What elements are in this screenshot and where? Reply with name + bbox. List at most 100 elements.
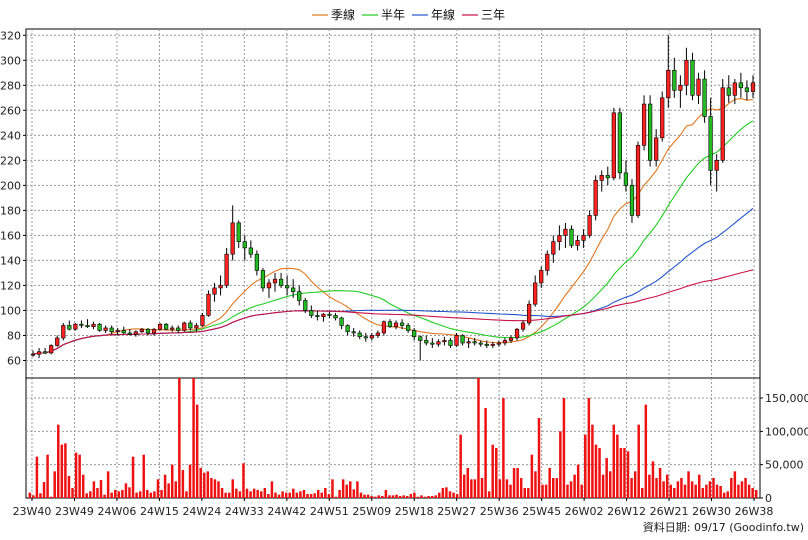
volume-axis: 0 50,000 100,000 150,000 [760, 392, 808, 505]
volume-bar [744, 478, 747, 498]
volume-bar [377, 495, 381, 498]
volume-bar [252, 488, 256, 498]
candle-up [557, 235, 562, 242]
candle-down [145, 328, 151, 334]
volume-bar [580, 484, 583, 498]
candle-down [399, 322, 405, 326]
candle-up [157, 323, 163, 330]
volume-bar [103, 494, 106, 498]
price-tick-label: 140 [0, 254, 21, 267]
x-tick-label: 23W40 [13, 505, 52, 518]
x-tick-label: 24W24 [182, 505, 221, 518]
volume-bar [188, 464, 192, 498]
volume-bar [28, 492, 32, 498]
volume-bar [391, 495, 395, 498]
candle-down [424, 340, 429, 344]
volume-bar [259, 491, 263, 498]
volume-bar [92, 481, 96, 498]
candle-down [672, 69, 677, 91]
volume-bar [121, 490, 124, 498]
x-tick-label: 24W51 [310, 505, 349, 518]
volume-bar [487, 491, 491, 498]
volume-bar [146, 490, 149, 498]
volume-bar [455, 494, 459, 498]
volume-bar [288, 492, 291, 498]
volume-bar [722, 492, 726, 498]
volume-bar [306, 494, 309, 498]
volume-bar [302, 490, 306, 498]
volume-bar [149, 492, 153, 498]
volume-bar [242, 463, 245, 498]
candle-down [363, 336, 368, 339]
candle-down [605, 175, 610, 179]
volume-bar [388, 495, 391, 498]
candle-up [545, 253, 550, 271]
candle-up [393, 322, 399, 328]
volume-bar [427, 496, 430, 498]
volume-bar [576, 464, 580, 498]
volume-bar [633, 471, 637, 498]
volume-bar [705, 484, 708, 498]
candle-up [593, 180, 598, 216]
legend-label-quarter: 季線 [331, 7, 355, 22]
candle-up [533, 282, 538, 305]
volume-bar [740, 481, 744, 498]
volume-bar [281, 491, 284, 498]
volume-bar [655, 478, 658, 498]
candle-down [387, 321, 393, 328]
candle-up [599, 175, 604, 181]
volume-bar [405, 496, 409, 498]
volume-bar [694, 484, 697, 498]
candle-down [242, 241, 247, 249]
candle-up [442, 340, 447, 343]
candle-down [278, 278, 284, 286]
volume-bar [313, 493, 316, 498]
volume-bar [534, 471, 537, 498]
volume-bar [527, 488, 530, 498]
candle-down [109, 327, 114, 333]
volume-bar [470, 479, 473, 498]
volume-bar [719, 486, 722, 498]
x-tick-label: 24W42 [267, 505, 306, 518]
volume-bar [544, 484, 548, 498]
candle-down [738, 82, 743, 89]
volume-bars [28, 378, 758, 498]
candle-down [254, 253, 259, 271]
volume-bar [562, 398, 566, 498]
candle-up [454, 335, 459, 346]
candle-down [623, 172, 629, 186]
volume-bar [569, 481, 573, 498]
volume-bar [60, 444, 64, 498]
volume-bar [295, 492, 299, 498]
candle-up [91, 323, 96, 328]
candle-up [230, 222, 235, 255]
volume-bar [64, 443, 67, 498]
candle-up [115, 330, 120, 333]
volume-bar [274, 492, 277, 498]
candle-up [696, 78, 701, 96]
candle-down [569, 228, 574, 246]
x-tick-label: 26W21 [650, 505, 689, 518]
volume-bar [35, 456, 39, 498]
volume-bar [299, 491, 302, 498]
legend-label-three-year: 三年 [481, 8, 505, 22]
volume-bar [480, 478, 484, 498]
candle-up [151, 328, 157, 334]
candle-down [309, 310, 314, 316]
volume-bar [548, 468, 551, 498]
x-tick-label: 26W02 [565, 505, 604, 518]
price-tick-label: 260 [0, 104, 21, 117]
candle-up [200, 315, 205, 326]
price-plot-area [25, 28, 761, 379]
candle-up [732, 82, 737, 96]
candle-up [182, 322, 187, 331]
candle-down [188, 322, 193, 329]
volume-tick-label: 100,000 [765, 425, 808, 438]
volume-bar [733, 471, 737, 498]
candle-down [333, 315, 338, 319]
candle-down [702, 78, 707, 117]
candle-down [648, 103, 653, 161]
volume-bar [128, 487, 131, 498]
volume-bar [235, 488, 238, 498]
volume-bar [409, 494, 413, 498]
